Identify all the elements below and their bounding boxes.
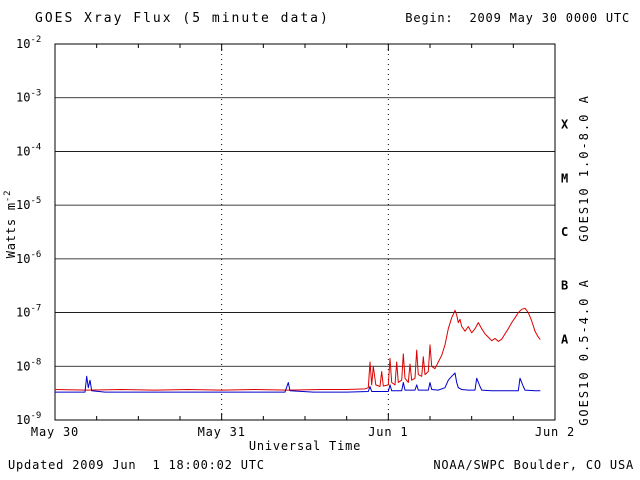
- series-line-short: [54, 372, 541, 393]
- y-tick-label: 10-9: [16, 411, 41, 427]
- x-tick-label: May 31: [198, 425, 246, 439]
- y-tick-label: 10-7: [16, 304, 41, 320]
- x-tick-label: Jun 2: [535, 425, 575, 439]
- chart-title: GOES Xray Flux (5 minute data): [35, 11, 330, 26]
- flux-class-label: X: [561, 118, 569, 132]
- flux-class-label: B: [561, 279, 568, 293]
- series-line-long: [54, 307, 541, 391]
- flux-class-label: M: [561, 171, 568, 185]
- updated-timestamp: Updated 2009 Jun 1 18:00:02 UTC: [8, 458, 265, 472]
- y-tick-label: 10-5: [16, 196, 41, 212]
- y-tick-label: 10-4: [16, 142, 41, 158]
- credit-text: NOAA/SWPC Boulder, CO USA: [433, 458, 634, 472]
- series-label-long: GOES10 1.0-8.0 A: [577, 94, 591, 242]
- x-tick-label: Jun 1: [368, 425, 408, 439]
- y-tick-label: 10-3: [16, 89, 41, 105]
- y-axis-label: Watts m-2: [0, 150, 18, 315]
- y-tick-label: 10-2: [16, 35, 41, 51]
- flux-class-label: A: [561, 332, 569, 346]
- y-tick-label: 10-6: [16, 250, 41, 266]
- y-tick-label: 10-8: [16, 357, 41, 373]
- series-label-short: GOES10 0.5-4.0 A: [577, 278, 591, 426]
- x-tick-label: May 30: [31, 425, 79, 439]
- begin-timestamp: Begin: 2009 May 30 0000 UTC: [405, 11, 630, 25]
- plot-frame: [54, 43, 556, 421]
- x-axis-label: Universal Time: [249, 439, 361, 453]
- flux-class-label: C: [561, 225, 568, 239]
